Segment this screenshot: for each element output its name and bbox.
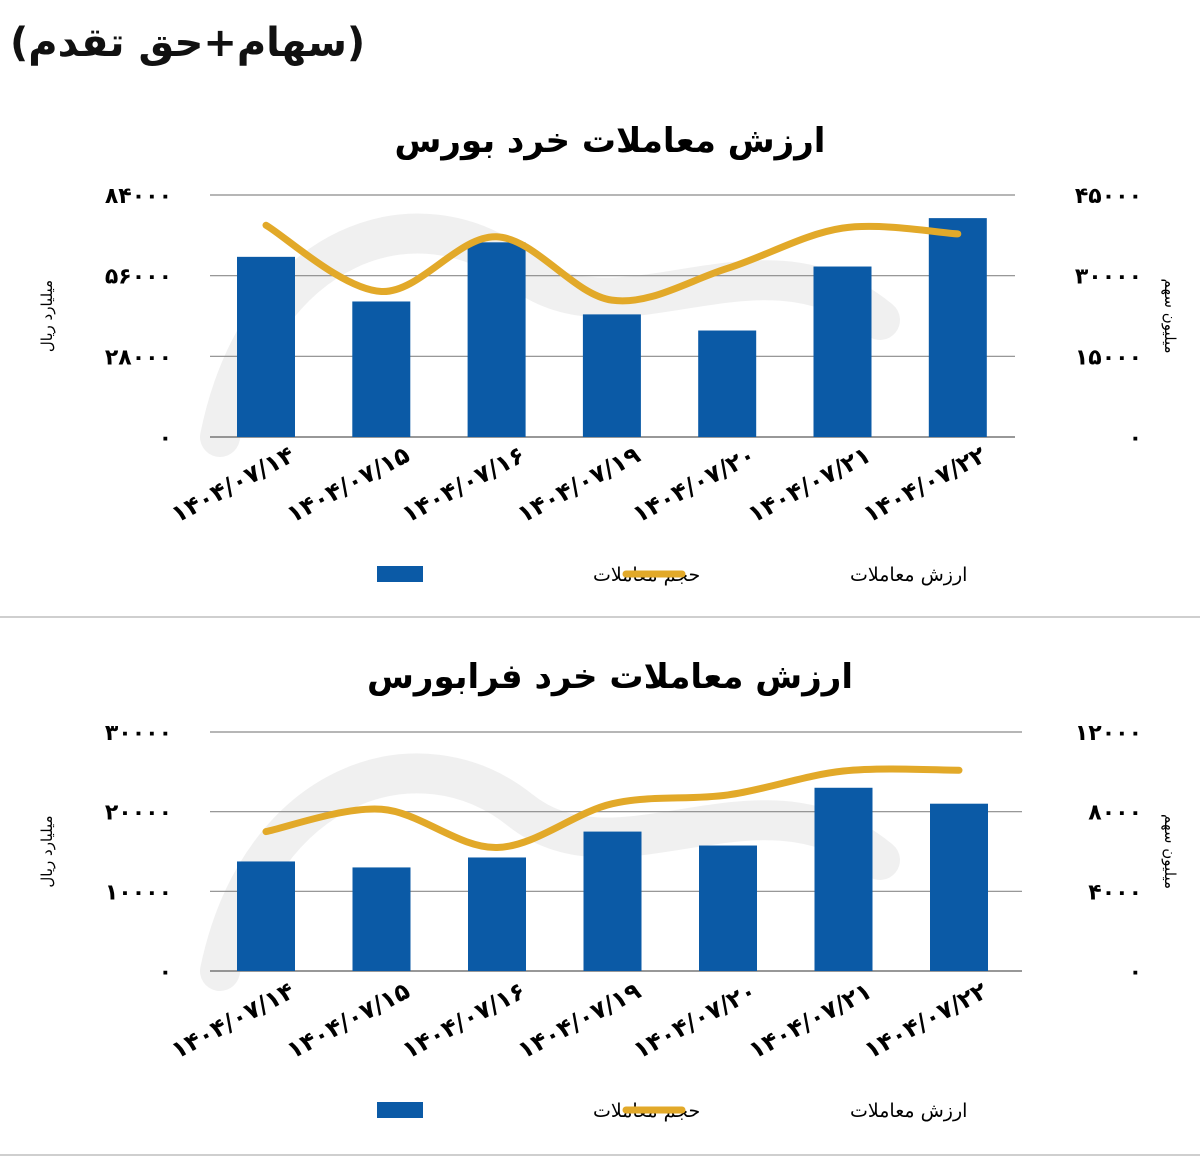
x-tick-label: ۱۴۰۴/۰۷/۱۵ xyxy=(282,977,414,1065)
left-tick-label: ۵۶۰۰۰ xyxy=(105,265,172,290)
divider xyxy=(0,616,1200,618)
right-tick-label: ۴۰۰۰ xyxy=(1088,880,1142,905)
line-point-4 xyxy=(612,803,613,805)
bar-5 xyxy=(699,845,757,971)
x-tick-label: ۱۴۰۴/۰۷/۱۹ xyxy=(513,976,645,1064)
line-point-5 xyxy=(727,794,729,796)
x-tick-label: ۱۴۰۴/۰۷/۱۹ xyxy=(513,440,645,528)
bar-2 xyxy=(352,867,411,971)
left-tick-label: ۰ xyxy=(159,426,172,451)
left-tick-label: ۱۰۰۰۰ xyxy=(105,880,172,905)
header-text: (سهام+حق تقدم) xyxy=(10,20,366,66)
farabourse-chart: ارزش معاملات خرد فرابورس ۰ ۰ ۱۰۰۰۰ ۴۰۰۰ ۲۰۰۰۰… xyxy=(38,657,1179,1122)
watermark-stroke xyxy=(200,753,900,991)
bar-7 xyxy=(928,218,987,437)
x-tick-label: ۱۴۰۴/۰۷/۱۴ xyxy=(167,441,299,529)
bourse-chart: ارزش معاملات خرد بورس ۰ ۰ ۲۸۰۰۰ ۱۵۰۰۰ ۵۶۰۰۰ ۳۰… xyxy=(38,121,1179,586)
bar-2 xyxy=(352,301,411,437)
bar-7 xyxy=(930,803,988,971)
x-tick-label: ۱۴۰۴/۰۷/۱۶ xyxy=(398,977,530,1065)
right-tick-label: ۰ xyxy=(1129,960,1142,985)
x-tick-label: ۱۴۰۴/۰۷/۱۵ xyxy=(282,441,414,529)
x-tick-label: ۱۴۰۴/۰۷/۲۱ xyxy=(744,977,876,1065)
legend-bar-swatch xyxy=(377,566,423,582)
legend-line-label: ارزش معاملات xyxy=(850,1100,967,1122)
left-tick-label: ۰ xyxy=(159,960,172,985)
line-point-5 xyxy=(726,267,728,269)
left-axis-title: میلیارد ریال xyxy=(38,280,56,352)
line-point-4 xyxy=(611,299,613,301)
left-tick-label: ۲۰۰۰۰ xyxy=(105,801,172,826)
line-point-6 xyxy=(843,770,844,772)
right-axis-title: میلیون سهم xyxy=(1161,814,1179,889)
right-tick-label: ۰ xyxy=(1129,426,1142,451)
line-point-2 xyxy=(381,808,382,810)
right-tick-label: ۴۵۰۰۰ xyxy=(1075,184,1142,209)
x-tick-label: ۱۴۰۴/۰۷/۲۲ xyxy=(860,976,992,1064)
left-tick-label: ۸۴۰۰۰ xyxy=(105,184,172,209)
line-point-2 xyxy=(380,291,382,293)
legend-bar-swatch xyxy=(377,1102,423,1118)
bar-3 xyxy=(467,242,526,437)
bar-6 xyxy=(814,787,873,971)
x-tick-label: ۱۴۰۴/۰۷/۲۰ xyxy=(629,977,761,1065)
line-point-7 xyxy=(958,769,960,771)
x-tick-label: ۱۴۰۴/۰۷/۲۱ xyxy=(743,441,875,529)
right-tick-label: ۱۵۰۰۰ xyxy=(1075,345,1142,370)
line-point-1 xyxy=(265,831,267,833)
bar-1 xyxy=(237,861,295,971)
bar-4 xyxy=(583,831,642,971)
bar-5 xyxy=(698,330,757,437)
bar-3 xyxy=(468,857,526,971)
chart-title: ارزش معاملات خرد فرابورس xyxy=(367,657,853,697)
left-tick-label: ۳۰۰۰۰ xyxy=(105,721,172,746)
chart-title: ارزش معاملات خرد بورس xyxy=(395,121,826,161)
x-tick-label: ۱۴۰۴/۰۷/۲۲ xyxy=(859,440,991,528)
bar-1 xyxy=(237,256,295,437)
x-tick-label: ۱۴۰۴/۰۷/۲۰ xyxy=(628,441,760,529)
left-tick-label: ۲۸۰۰۰ xyxy=(105,345,172,370)
line-point-3 xyxy=(496,847,498,849)
right-tick-label: ۳۰۰۰۰ xyxy=(1075,265,1142,290)
line-point-3 xyxy=(496,236,498,238)
page-header: (سهام+حق تقدم) xyxy=(0,20,365,80)
watermark xyxy=(200,753,900,991)
line-point-7 xyxy=(957,233,959,235)
line-point-6 xyxy=(842,227,843,229)
x-tick-label: ۱۴۰۴/۰۷/۱۶ xyxy=(397,441,529,529)
right-tick-label: ۸۰۰۰ xyxy=(1088,801,1142,826)
divider-bottom xyxy=(0,1154,1200,1156)
left-axis-title: میلیارد ریال xyxy=(38,815,56,887)
bar-6 xyxy=(813,266,872,437)
line-point-1 xyxy=(265,224,267,226)
right-axis-title: میلیون سهم xyxy=(1161,278,1179,353)
bar-4 xyxy=(582,314,641,437)
x-tick-label: ۱۴۰۴/۰۷/۱۴ xyxy=(167,977,299,1065)
legend-line-label: ارزش معاملات xyxy=(850,564,967,586)
right-tick-label: ۱۲۰۰۰ xyxy=(1075,721,1142,746)
